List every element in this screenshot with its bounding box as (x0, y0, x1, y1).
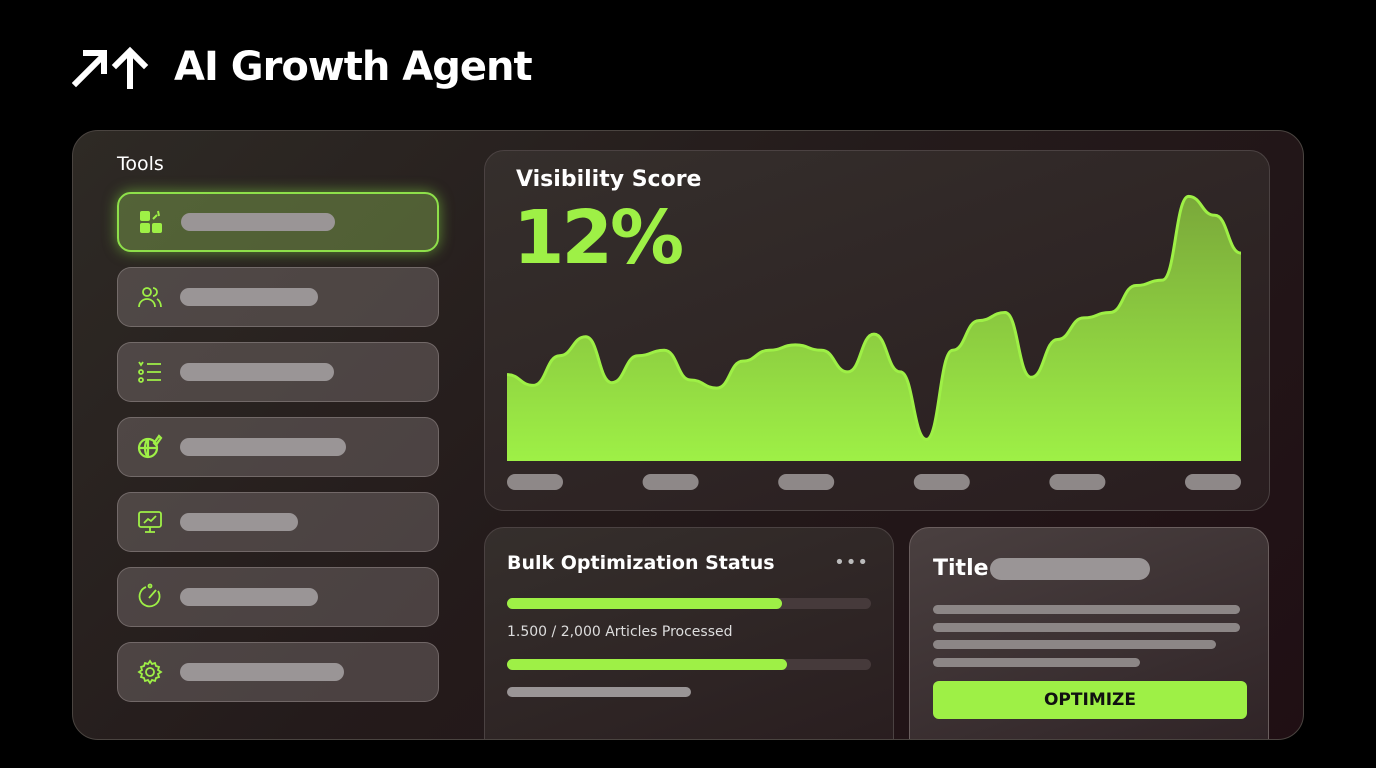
articles-processed-label: 1.500 / 2,000 Articles Processed (507, 624, 733, 640)
progress-fill (507, 598, 782, 609)
progress-bar-secondary (507, 659, 871, 670)
visibility-value: 12% (513, 195, 684, 281)
x-tick-label-placeholder (507, 474, 563, 490)
x-tick-label-placeholder (1185, 474, 1241, 490)
sidebar-item-3[interactable] (117, 342, 439, 402)
label-placeholder (180, 513, 298, 531)
more-options-icon[interactable]: ••• (834, 552, 869, 573)
sidebar-item-1[interactable] (117, 192, 439, 252)
visibility-score-card: Visibility Score 12% (484, 150, 1270, 511)
users-icon (138, 287, 162, 308)
globe-edit-icon (137, 434, 163, 459)
gauge-icon (138, 583, 161, 608)
visibility-chart (506, 194, 1242, 490)
sidebar-item-6[interactable] (117, 567, 439, 627)
optimize-button[interactable]: OPTIMIZE (933, 681, 1247, 719)
label-placeholder (180, 363, 334, 381)
progress-fill (507, 659, 788, 670)
app-title: AI Growth Agent (174, 44, 533, 90)
title-card: Title OPTIMIZE (909, 527, 1269, 739)
text-placeholder (933, 623, 1240, 632)
chart-area (507, 196, 1241, 461)
sidebar-item-4[interactable] (117, 417, 439, 477)
app-logo: AI Growth Agent (72, 44, 533, 90)
sidebar-item-7[interactable] (117, 642, 439, 702)
sidebar-item-2[interactable] (117, 267, 439, 327)
label-placeholder (180, 288, 318, 306)
title-placeholder (990, 558, 1150, 580)
monitor-chart-icon (138, 511, 162, 533)
label-placeholder (181, 213, 335, 231)
text-placeholder (933, 658, 1140, 667)
list-icon (138, 361, 161, 383)
bulk-optimization-card: Bulk Optimization Status ••• 1.500 / 2,0… (484, 527, 894, 739)
chart-line (506, 194, 1242, 441)
x-tick-label-placeholder (778, 474, 835, 490)
text-placeholder (933, 640, 1216, 649)
x-tick-label-placeholder (1049, 474, 1106, 490)
label-placeholder (180, 588, 318, 606)
sidebar-item-5[interactable] (117, 492, 439, 552)
x-tick-label-placeholder (913, 474, 970, 490)
label-placeholder (180, 663, 344, 681)
dashboard-grid-icon (140, 210, 162, 233)
dashboard-panel: Tools Visibility Score 12% Bulk Optimiza… (72, 130, 1304, 740)
visibility-title: Visibility Score (516, 167, 702, 192)
title-label: Title (933, 556, 989, 581)
placeholder-bar (507, 687, 691, 697)
x-tick-label-placeholder (642, 474, 699, 490)
text-placeholder (933, 605, 1240, 614)
label-placeholder (180, 438, 346, 456)
bulk-title: Bulk Optimization Status (507, 552, 775, 574)
tools-heading: Tools (117, 153, 164, 175)
progress-bar (507, 598, 871, 609)
growth-arrows-icon (72, 46, 149, 89)
gear-icon (137, 659, 163, 685)
